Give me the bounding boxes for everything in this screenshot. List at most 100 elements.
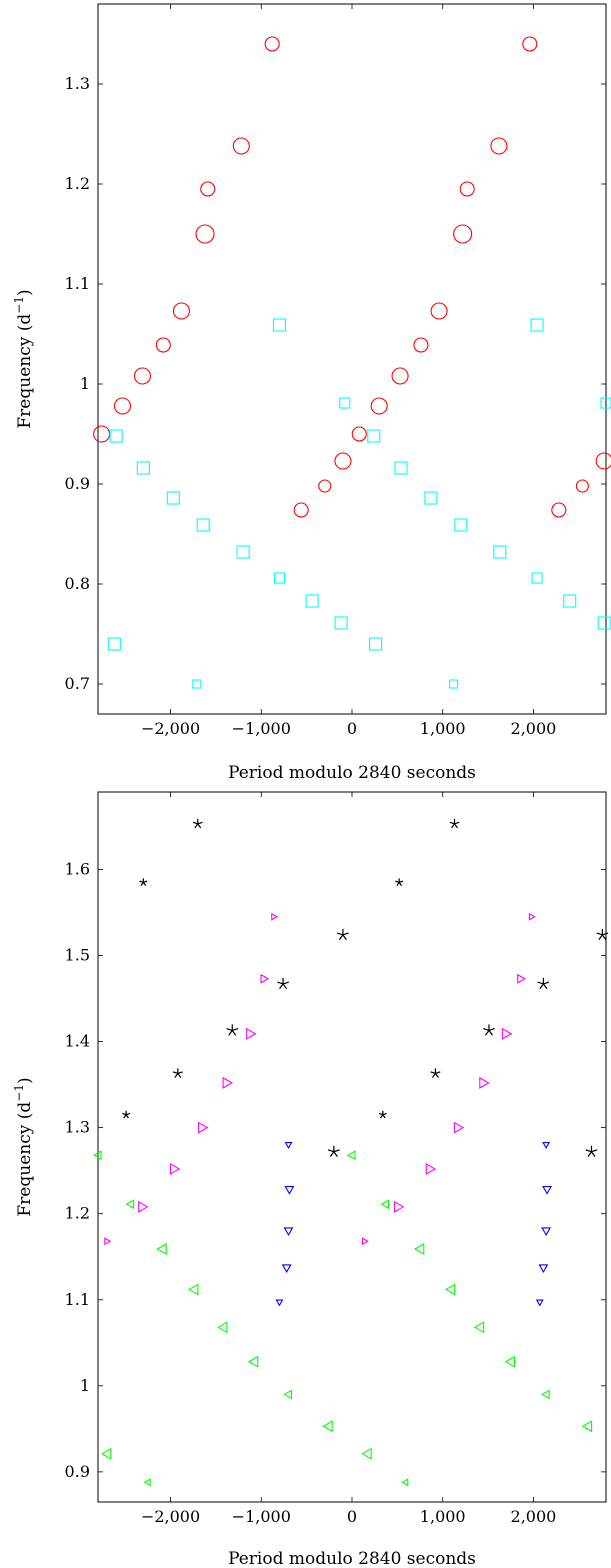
data-point-triangle-down: [542, 1186, 552, 1195]
data-point-triangle-down: [283, 1227, 294, 1237]
data-point-triangle-left: [92, 1150, 102, 1161]
data-point-circle: [490, 137, 508, 155]
data-point-circle: [351, 426, 367, 442]
data-point-star: [537, 977, 550, 990]
data-point-triangle-right: [169, 1162, 181, 1175]
y-tick-label: 1.3: [65, 1118, 90, 1137]
data-point-circle: [413, 337, 429, 353]
data-point-star: [430, 1068, 441, 1078]
x-tick-label: 1,000: [420, 719, 466, 738]
y-axis-label-superscript: −1: [12, 296, 26, 314]
data-point-triangle-down: [542, 1142, 551, 1149]
data-point-square: [563, 594, 577, 608]
data-point-triangle-left: [346, 1150, 356, 1161]
data-point-square: [424, 491, 438, 505]
series-1-circle: [93, 36, 611, 518]
data-point-square: [449, 679, 459, 689]
y-axis-label: Frequency (d−1): [12, 1077, 35, 1216]
series-4-triangle-left: [92, 1150, 593, 1487]
y-tick-label: 0.8: [65, 574, 90, 593]
data-point-square: [109, 429, 123, 443]
data-point-triangle-left: [100, 1447, 112, 1460]
data-point-circle: [195, 224, 215, 244]
data-point-square: [334, 616, 348, 630]
data-point-circle: [595, 452, 611, 470]
data-point-triangle-left: [473, 1321, 485, 1334]
data-point-star: [395, 878, 404, 886]
y-tick-label: 1.1: [65, 1290, 90, 1309]
data-point-circle: [172, 302, 191, 320]
data-point-triangle-right: [517, 973, 526, 984]
data-point-circle: [391, 367, 409, 385]
data-point-triangle-down: [541, 1227, 552, 1237]
data-point-star: [139, 878, 148, 886]
data-point-triangle-right: [453, 1121, 465, 1134]
data-point-triangle-left: [413, 1243, 425, 1255]
data-point-triangle-right: [425, 1162, 437, 1175]
y-axis-label-close: ): [15, 289, 35, 296]
data-point-star: [277, 977, 289, 990]
data-point-triangle-left: [361, 1447, 372, 1460]
data-point-triangle-right: [198, 1121, 209, 1134]
y-tick-label: 1: [80, 374, 90, 393]
data-point-circle: [113, 397, 132, 415]
data-point-triangle-right: [501, 1027, 513, 1040]
y-tick-label: 1.6: [65, 859, 90, 878]
data-point-triangle-right: [393, 1200, 405, 1213]
data-point-triangle-left: [504, 1355, 516, 1368]
data-point-square: [493, 545, 507, 559]
chart-panel-1: −2,000 −1,000 0 1,000 2,000 0.7 0.8 0.9 1 1.1 1.2 1…: [12, 3, 611, 783]
chart-panel-2: −2,000 −1,000 0 1,000 2,000 0.9 1 1.1 1.2 1.3 1.4 1…: [12, 791, 609, 1568]
data-point-triangle-left: [188, 1283, 199, 1296]
y-axis-label-text: Frequency (d: [15, 1102, 35, 1217]
data-point-square: [136, 461, 150, 475]
y-axis-label-text: Frequency (d: [15, 314, 35, 429]
x-tick-label: 2,000: [511, 719, 557, 738]
data-point-star: [483, 1024, 495, 1036]
y-tick-label: 1.2: [65, 1204, 90, 1223]
y-tick-label: 1: [80, 1376, 90, 1395]
x-axis-label: Period modulo 2840 seconds: [228, 1549, 476, 1568]
data-point-square: [600, 397, 611, 409]
data-point-circle: [334, 452, 352, 470]
data-point-triangle-right: [246, 1027, 257, 1040]
data-point-square: [236, 545, 250, 559]
data-point-circle: [551, 502, 567, 518]
data-point-triangle-down: [535, 1299, 544, 1307]
data-point-star: [378, 1110, 387, 1119]
data-point-star: [585, 1145, 598, 1157]
data-point-square: [597, 616, 611, 630]
data-point-star: [122, 1110, 131, 1119]
x-tick-label: 0: [347, 719, 357, 738]
data-point-circle: [93, 425, 111, 443]
data-point-star: [449, 818, 460, 829]
data-point-triangle-left: [541, 1389, 550, 1400]
data-point-circle: [293, 502, 309, 518]
data-point-square: [273, 572, 285, 584]
data-point-triangle-right: [361, 1237, 369, 1246]
data-point-triangle-down: [284, 1186, 295, 1195]
data-point-square: [531, 572, 543, 584]
x-tick-label: −2,000: [141, 719, 200, 738]
data-point-circle: [453, 224, 473, 244]
data-point-square: [454, 518, 468, 532]
data-point-triangle-left: [143, 1478, 151, 1487]
y-axis-label-close: ): [15, 1077, 35, 1084]
x-tick-label: 2,000: [511, 1507, 557, 1526]
data-point-circle: [133, 367, 151, 385]
x-axis-label: Period modulo 2840 seconds: [228, 763, 476, 783]
x-tick-label: 0: [347, 1507, 357, 1526]
data-point-circle: [232, 137, 250, 155]
data-point-triangle-right: [260, 973, 270, 984]
data-point-circle: [264, 36, 280, 52]
data-point-triangle-down: [275, 1299, 284, 1307]
data-point-star: [596, 928, 609, 941]
x-tick-label: −1,000: [232, 1507, 291, 1526]
y-tick-label: 0.7: [65, 674, 90, 693]
series-2-square: [107, 318, 611, 689]
data-point-square: [196, 518, 210, 532]
data-point-triangle-right: [271, 912, 279, 921]
data-point-square: [367, 429, 381, 443]
series-2-triangle-right: [104, 912, 536, 1246]
